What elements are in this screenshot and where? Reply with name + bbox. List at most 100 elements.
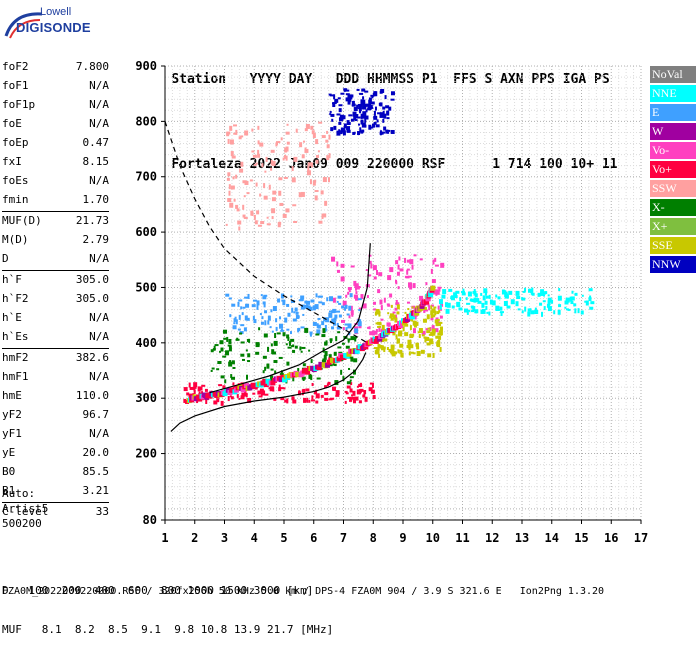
echo-point xyxy=(288,340,291,346)
echo-point xyxy=(266,363,269,368)
param-key: foF2 xyxy=(2,60,29,73)
x-tick-label: 10 xyxy=(426,531,440,545)
echo-point xyxy=(534,310,539,315)
auto-code: 500200 xyxy=(2,517,42,530)
echo-point xyxy=(495,294,498,298)
echo-point xyxy=(477,300,482,304)
echo-point xyxy=(358,309,361,312)
echo-point xyxy=(412,305,415,308)
echo-point xyxy=(226,177,230,181)
echo-point xyxy=(244,130,249,136)
echo-point xyxy=(352,397,356,402)
echo-point xyxy=(353,400,357,404)
echo-point xyxy=(485,295,489,299)
echo-point xyxy=(362,96,365,100)
echo-point xyxy=(265,156,268,162)
echo-point xyxy=(262,370,265,374)
echo-point xyxy=(342,300,347,306)
echo-point xyxy=(204,388,208,392)
param-row: foEs N/A xyxy=(2,172,109,191)
echo-point xyxy=(316,154,320,158)
header-value-time: 220000 xyxy=(367,157,414,172)
echo-point xyxy=(284,317,288,323)
echo-point xyxy=(225,223,228,226)
echo-point xyxy=(418,328,423,334)
echo-point xyxy=(263,195,268,200)
param-value: 305.0 xyxy=(75,292,109,305)
echo-point xyxy=(508,290,513,295)
distance-value: 400 xyxy=(94,584,115,597)
echo-point xyxy=(410,351,414,354)
echo-point xyxy=(434,264,439,267)
echo-point xyxy=(380,305,383,311)
echo-point xyxy=(424,338,427,343)
echo-point xyxy=(360,119,364,125)
echo-point xyxy=(371,95,374,99)
x-tick-label: 9 xyxy=(399,531,406,545)
echo-point xyxy=(364,117,367,123)
echo-point xyxy=(368,97,372,102)
echo-point xyxy=(300,350,303,353)
echo-point xyxy=(356,104,359,109)
autoscaling-info: Auto: Artist5 500200 xyxy=(2,486,48,531)
header-value-pps: 100 xyxy=(539,157,563,172)
echo-point xyxy=(290,338,295,342)
echo-point xyxy=(473,293,477,296)
param-row: foEp 0.47 xyxy=(2,134,109,153)
echo-point xyxy=(360,113,365,119)
echo-point xyxy=(434,257,437,262)
echo-point xyxy=(328,312,333,318)
echo-point xyxy=(303,397,307,403)
echo-point xyxy=(293,311,296,314)
echo-point xyxy=(302,378,305,382)
param-key: B1 xyxy=(2,484,16,497)
f2-trace-point xyxy=(324,362,330,368)
echo-point xyxy=(251,128,254,132)
x-tick-label: 13 xyxy=(515,531,529,545)
echo-point xyxy=(397,286,400,290)
echo-point xyxy=(365,109,368,113)
f2-trace-point xyxy=(354,348,360,354)
echo-point xyxy=(300,295,305,300)
echo-point xyxy=(291,307,294,313)
echo-point xyxy=(362,303,367,309)
echo-point xyxy=(436,342,440,348)
echo-point xyxy=(435,321,439,327)
param-value: 382.6 xyxy=(75,351,109,364)
echo-point xyxy=(285,146,289,152)
echo-point xyxy=(338,117,343,122)
param-row: fxI 8.15 xyxy=(2,153,109,172)
echo-point xyxy=(346,120,350,123)
ionogram-plot: 1 2 3 4 5 6 7 8 9 10 11 12 13 14 15 16 17802003004005006… xyxy=(135,59,648,545)
echo-point xyxy=(357,131,361,136)
param-key: foEp xyxy=(2,136,29,149)
echo-point xyxy=(237,328,241,331)
echo-point xyxy=(426,342,431,346)
distance-label: D xyxy=(2,584,9,597)
echo-point xyxy=(245,303,250,308)
echo-point xyxy=(356,385,359,388)
echo-point xyxy=(306,170,311,176)
echo-point xyxy=(432,259,435,265)
echo-point xyxy=(488,294,491,299)
echo-point xyxy=(285,131,290,135)
echo-point xyxy=(243,195,246,198)
echo-point xyxy=(362,104,367,110)
param-row: hmF1 N/A xyxy=(2,368,109,387)
echo-point xyxy=(395,302,400,306)
echo-point xyxy=(291,166,294,172)
header-values-row: Fortaleza 2022 Jan09 009 220000 RSF 1 71… xyxy=(140,139,617,190)
echo-point xyxy=(326,155,330,161)
echo-point xyxy=(336,326,341,330)
echo-point xyxy=(293,220,298,223)
echo-point xyxy=(244,296,249,299)
echo-point xyxy=(543,306,546,311)
echo-point xyxy=(430,304,434,307)
echo-point xyxy=(367,104,371,109)
distance-value: 3000 xyxy=(253,584,281,597)
echo-point xyxy=(438,330,443,336)
echo-point xyxy=(273,359,278,363)
echo-point xyxy=(315,400,319,404)
echo-point xyxy=(283,176,288,179)
logo-brand: Lowell xyxy=(40,6,72,18)
